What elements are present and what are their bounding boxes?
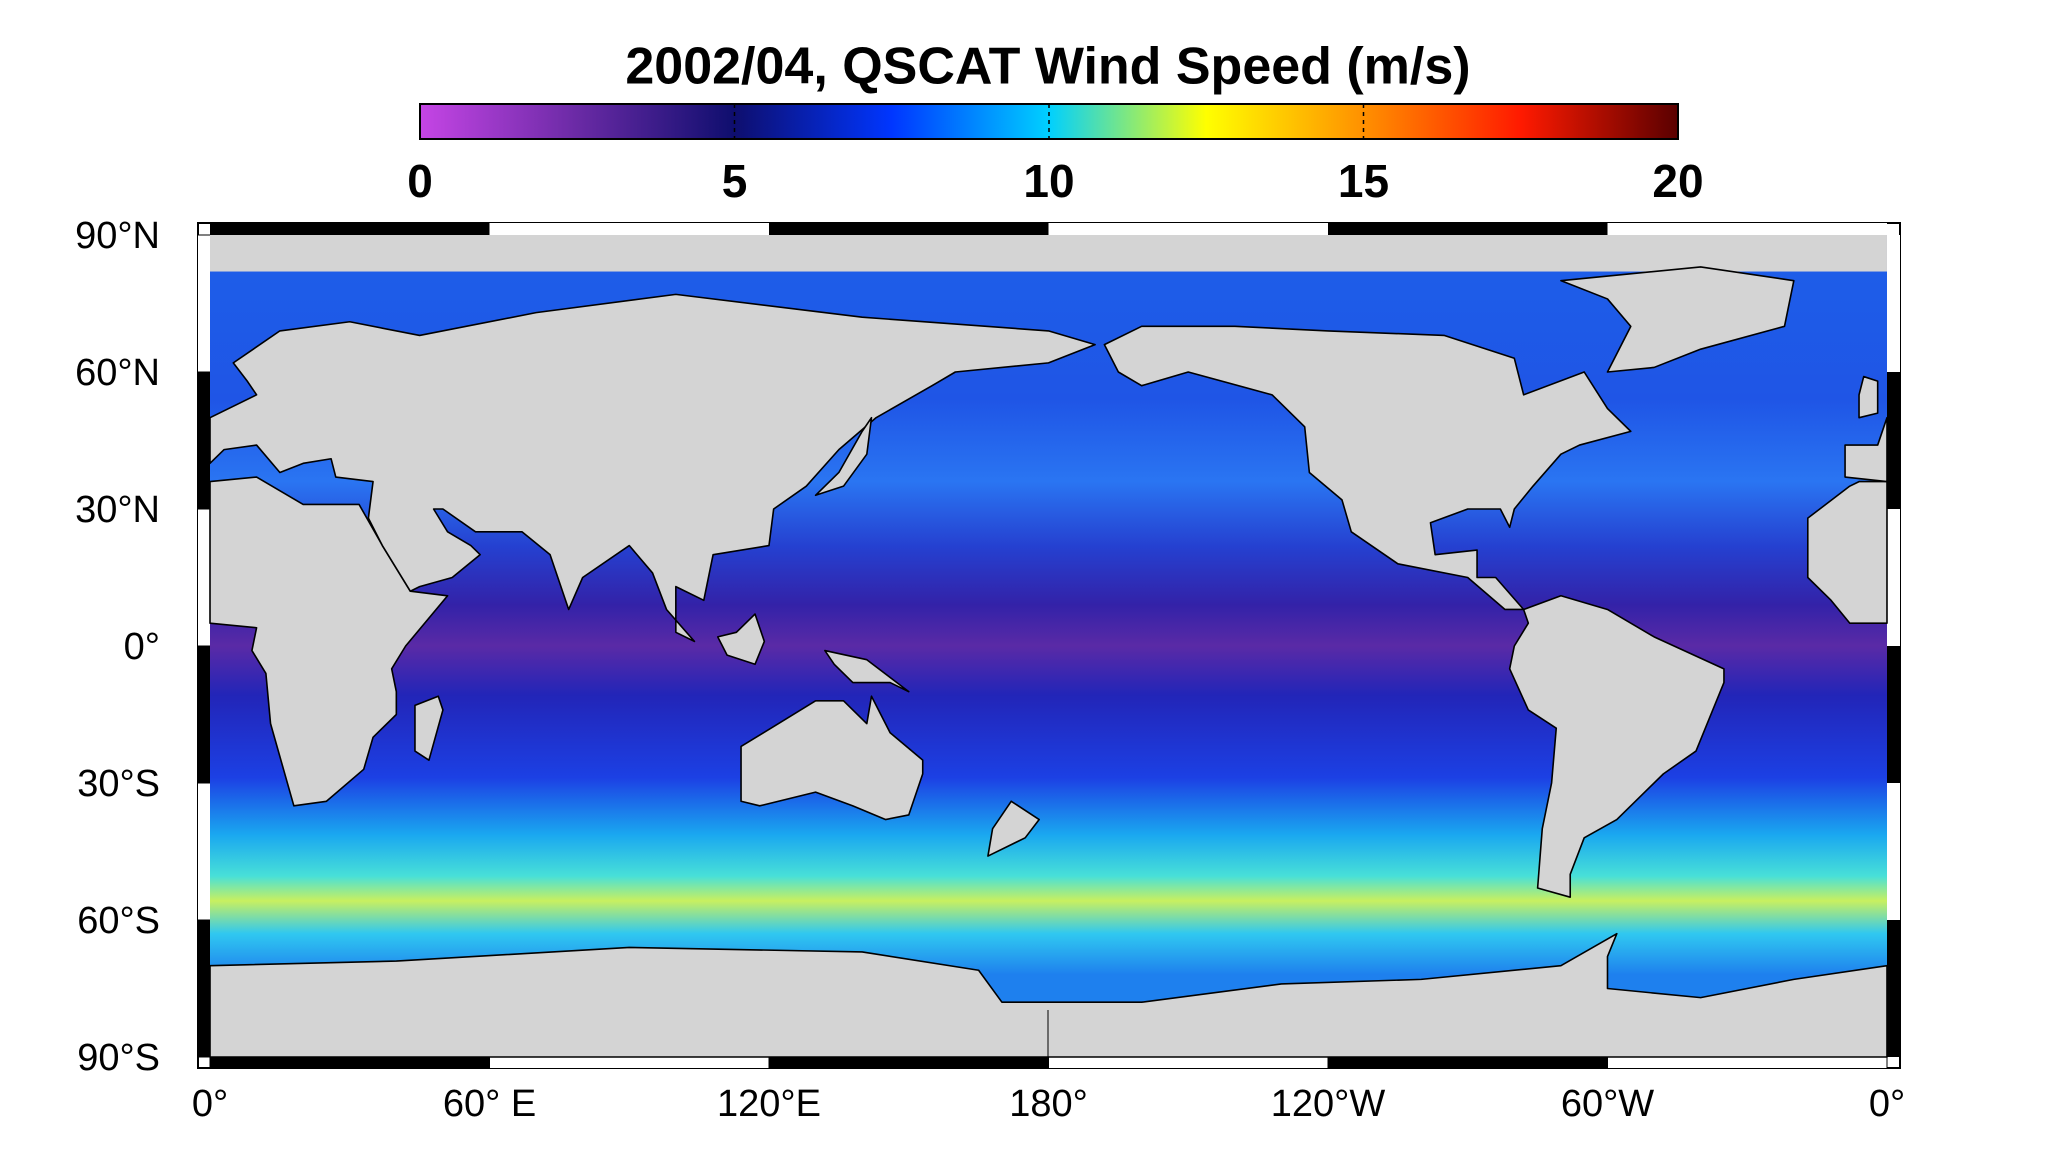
latitude-label: 30°N (75, 489, 160, 531)
latitude-label: 0° (124, 626, 160, 668)
frame-segment (489, 1057, 769, 1068)
africa-west (1808, 482, 1887, 624)
madagascar (415, 696, 443, 760)
frame-segment (198, 509, 210, 646)
frame-segment (198, 235, 210, 372)
frame-segment (1048, 223, 1328, 235)
iberia (1845, 418, 1887, 482)
north-america (1104, 326, 1630, 609)
frame-segment (1607, 1057, 1887, 1068)
latitude-label: 90°S (77, 1037, 160, 1079)
britain (1859, 377, 1878, 418)
longitude-label: 0° (1869, 1083, 1905, 1125)
eurasia (210, 294, 1095, 641)
greenland (1561, 267, 1794, 372)
new-zealand (988, 801, 1039, 856)
africa (210, 477, 448, 806)
frame-segment (1887, 372, 1900, 509)
longitude-label: 180° (1009, 1083, 1088, 1125)
longitude-label: 60°W (1561, 1083, 1654, 1125)
latitude-label: 30°S (77, 763, 160, 805)
continents (210, 235, 1887, 1057)
frame-segment (1887, 235, 1900, 372)
borneo (718, 614, 765, 664)
frame-ticks (198, 223, 1900, 1068)
frame-segment (1887, 920, 1900, 1057)
longitude-label: 0° (192, 1083, 228, 1125)
latitude-label: 60°S (77, 900, 160, 942)
frame-segment (769, 223, 1049, 235)
australia (741, 696, 923, 819)
latitude-label: 60°N (75, 352, 160, 394)
south-america (1510, 596, 1724, 897)
frame-segment (210, 223, 490, 235)
frame-segment (769, 1057, 1049, 1068)
frame-segment (1328, 223, 1608, 235)
frame-segment (210, 1057, 490, 1068)
frame-segment (198, 920, 210, 1057)
colorbar-tick-label: 0 (407, 155, 433, 207)
japan (816, 418, 872, 496)
longitude-label: 120°E (717, 1083, 821, 1125)
longitude-label: 120°W (1271, 1083, 1386, 1125)
colorbar-tick-label: 5 (722, 155, 748, 207)
antarctica (210, 934, 1887, 1057)
frame-segment (198, 646, 210, 783)
colorbar-tick-label: 20 (1652, 155, 1703, 207)
longitude-label: 60° E (443, 1083, 536, 1125)
colorbar-tick-label: 15 (1338, 155, 1389, 207)
colorbar-tick-label: 10 (1023, 155, 1074, 207)
frame-segment (489, 223, 769, 235)
latitude-labels: 90°N 60°N 30°N 0° 30°S 60°S 90°S (75, 215, 210, 1079)
latitude-label: 90°N (75, 215, 160, 257)
frame-segment (1328, 1057, 1608, 1068)
no-data (210, 235, 1887, 272)
frame-segment (1887, 509, 1900, 646)
frame-segment (1048, 1057, 1328, 1068)
frame-segment (1607, 223, 1887, 235)
frame-segment (198, 783, 210, 920)
title: 2002/04, QSCAT Wind Speed (m/s) (625, 38, 1470, 96)
frame-segment (1887, 646, 1900, 783)
longitude-labels: 0° 60° E 120°E 180° 120°W 60°W 0° (192, 1057, 1905, 1125)
frame-segment (1887, 783, 1900, 920)
frame-segment (198, 372, 210, 509)
new-guinea (825, 651, 909, 692)
colorbar-ticks: 0 5 10 15 20 (407, 104, 1704, 207)
